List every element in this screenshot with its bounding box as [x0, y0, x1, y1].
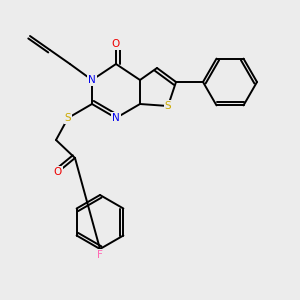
Text: N: N: [88, 75, 96, 85]
Text: O: O: [54, 167, 62, 177]
Text: O: O: [112, 39, 120, 49]
Text: S: S: [165, 101, 171, 111]
Text: S: S: [65, 113, 71, 123]
Text: F: F: [97, 250, 103, 260]
Text: N: N: [112, 113, 120, 123]
